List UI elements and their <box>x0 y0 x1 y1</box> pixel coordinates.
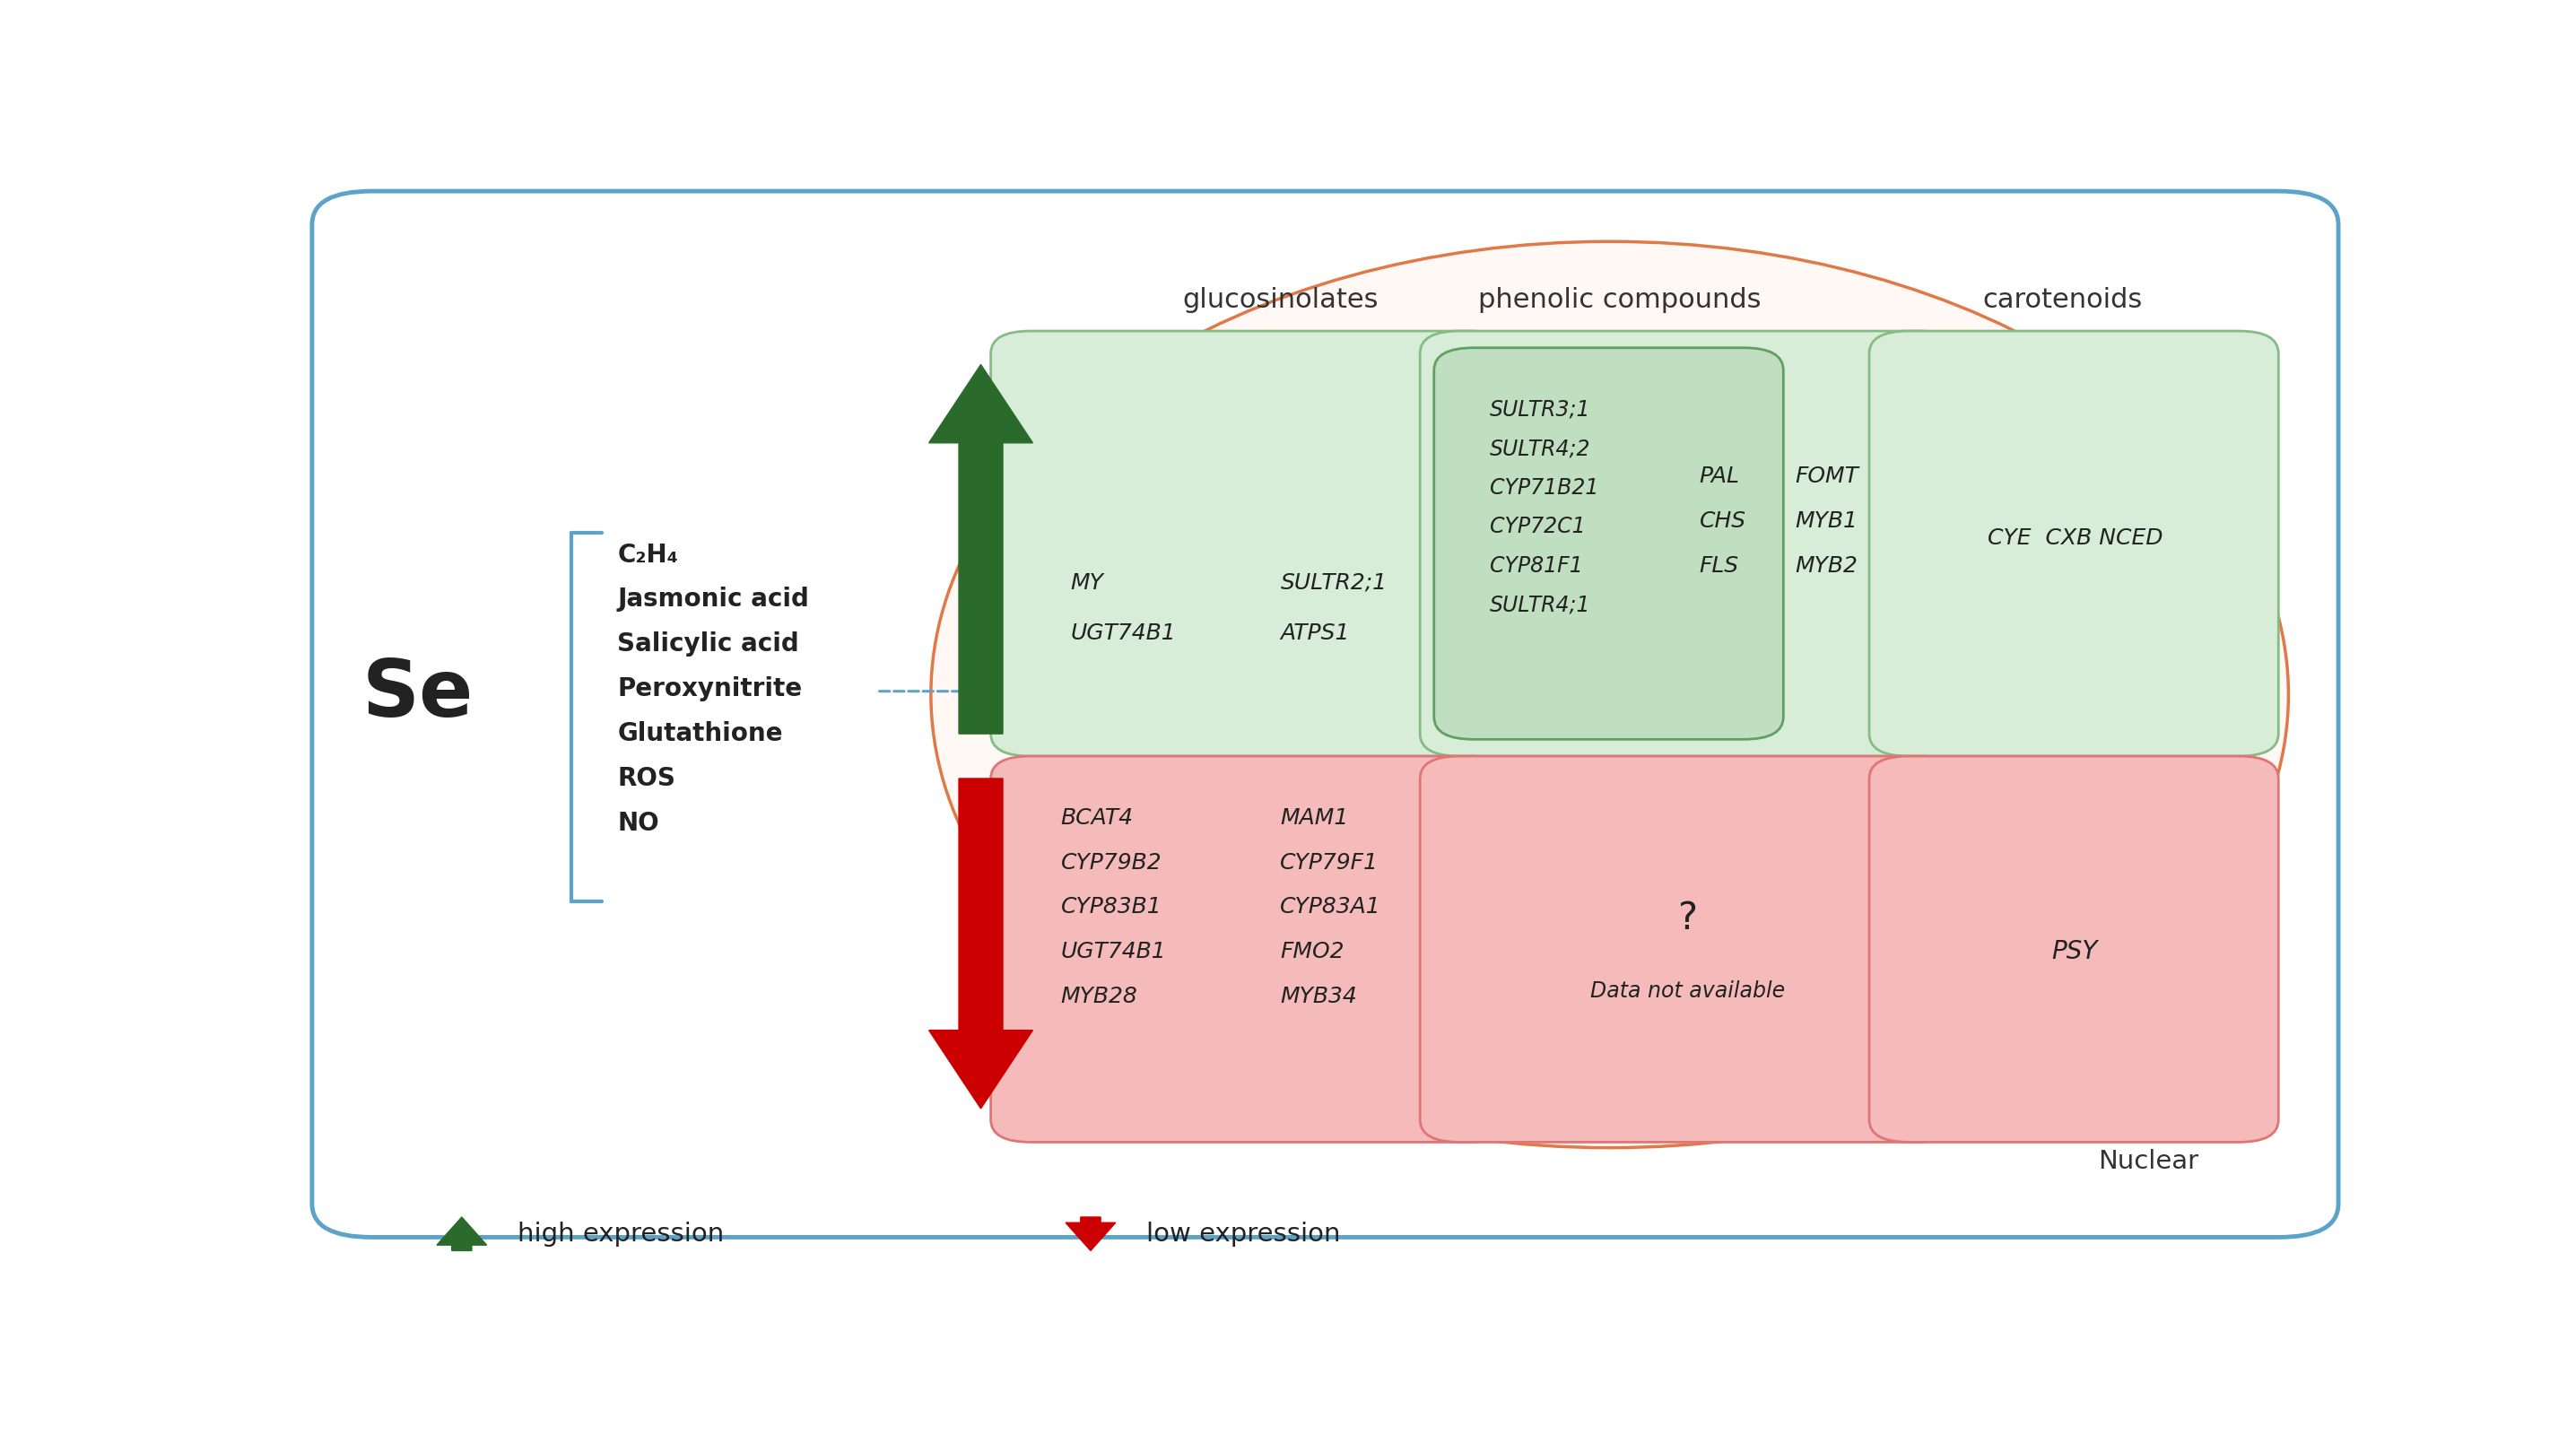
Text: MYB28: MYB28 <box>1061 987 1139 1007</box>
Text: glucosinolates: glucosinolates <box>1182 286 1378 312</box>
Text: Data not available: Data not available <box>1589 981 1785 1003</box>
Text: CYP79F1: CYP79F1 <box>1280 851 1378 873</box>
Text: SULTR4;1: SULTR4;1 <box>1489 594 1592 616</box>
Text: Glutathione: Glutathione <box>618 721 783 747</box>
Text: CYP72C1: CYP72C1 <box>1489 516 1587 538</box>
FancyBboxPatch shape <box>312 192 2339 1238</box>
Text: Jasmonic acid: Jasmonic acid <box>618 587 809 612</box>
Text: CYE  CXB NCED: CYE CXB NCED <box>1986 527 2161 549</box>
Text: Se: Se <box>363 655 474 734</box>
Text: high expression: high expression <box>518 1222 724 1247</box>
Text: C₂H₄: C₂H₄ <box>618 542 677 567</box>
Ellipse shape <box>930 241 2287 1148</box>
Text: CYP79B2: CYP79B2 <box>1061 851 1162 873</box>
FancyBboxPatch shape <box>992 756 1510 1142</box>
Text: phenolic compounds: phenolic compounds <box>1479 286 1762 312</box>
Text: CHS: CHS <box>1700 510 1747 532</box>
Polygon shape <box>438 1218 487 1251</box>
Text: MAM1: MAM1 <box>1280 806 1350 828</box>
Text: ROS: ROS <box>618 766 675 790</box>
Text: BCAT4: BCAT4 <box>1061 806 1133 828</box>
Text: Salicylic acid: Salicylic acid <box>618 632 799 657</box>
FancyBboxPatch shape <box>992 331 1510 756</box>
Text: FOMT: FOMT <box>1795 465 1860 487</box>
Text: SULTR3;1: SULTR3;1 <box>1489 398 1592 420</box>
Text: ATPS1: ATPS1 <box>1280 622 1350 644</box>
Text: CYP81F1: CYP81F1 <box>1489 555 1582 577</box>
Text: NO: NO <box>618 811 659 835</box>
Text: MYB2: MYB2 <box>1795 555 1857 577</box>
Text: MYB1: MYB1 <box>1795 510 1857 532</box>
Text: FMO2: FMO2 <box>1280 942 1345 963</box>
Text: SULTR4;2: SULTR4;2 <box>1489 437 1592 459</box>
Text: CYP83B1: CYP83B1 <box>1061 897 1162 918</box>
Text: CYP83A1: CYP83A1 <box>1280 897 1381 918</box>
FancyBboxPatch shape <box>1870 331 2280 756</box>
Text: CYP71B21: CYP71B21 <box>1489 477 1600 498</box>
Text: low expression: low expression <box>1146 1222 1340 1247</box>
Text: Nuclear: Nuclear <box>2099 1148 2200 1174</box>
Text: PSY: PSY <box>2053 940 2097 965</box>
FancyBboxPatch shape <box>1435 347 1783 740</box>
Text: MY: MY <box>1072 572 1103 593</box>
Text: Peroxynitrite: Peroxynitrite <box>618 677 801 702</box>
Text: PAL: PAL <box>1700 465 1739 487</box>
Polygon shape <box>1066 1218 1115 1251</box>
Text: carotenoids: carotenoids <box>1984 286 2143 312</box>
Text: MYB34: MYB34 <box>1280 987 1358 1007</box>
Polygon shape <box>930 365 1033 734</box>
Text: UGT74B1: UGT74B1 <box>1061 942 1167 963</box>
Text: ?: ? <box>1677 899 1698 937</box>
FancyBboxPatch shape <box>1419 756 1958 1142</box>
FancyBboxPatch shape <box>1419 331 1958 756</box>
Text: FLS: FLS <box>1700 555 1739 577</box>
Text: UGT74B1: UGT74B1 <box>1072 622 1177 644</box>
Polygon shape <box>930 779 1033 1109</box>
Text: SULTR2;1: SULTR2;1 <box>1280 572 1386 593</box>
FancyBboxPatch shape <box>1870 756 2280 1142</box>
